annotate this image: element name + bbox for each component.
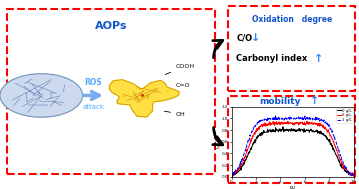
- Legend: 0 g/L, 6 g/L, 1 g/L: 0 g/L, 6 g/L, 1 g/L: [336, 108, 353, 123]
- 0 g/L: [244, 157, 249, 159]
- 0 g/L: [281, 126, 285, 128]
- Polygon shape: [109, 80, 179, 117]
- 6 g/L: [278, 122, 282, 124]
- 0 g/L: [351, 174, 356, 176]
- 0 g/L: [270, 130, 274, 132]
- 6 g/L: [318, 122, 322, 124]
- 6 g/L: [318, 124, 323, 126]
- Text: C=O: C=O: [166, 84, 191, 91]
- Text: ROS: ROS: [84, 78, 102, 87]
- 0 g/L: [318, 130, 322, 133]
- 1 g/L: [244, 146, 248, 149]
- 1 g/L: [278, 118, 282, 120]
- 6 g/L: [286, 120, 290, 122]
- Y-axis label: C/C0: C/C0: [215, 136, 220, 147]
- Text: attack: attack: [82, 104, 104, 110]
- Line: 0 g/L: 0 g/L: [232, 127, 354, 177]
- 0 g/L: [319, 130, 323, 132]
- Bar: [228, 6, 355, 91]
- 6 g/L: [269, 122, 274, 125]
- Bar: [228, 96, 355, 183]
- Text: COOH: COOH: [165, 64, 195, 74]
- 0 g/L: [230, 176, 234, 178]
- Text: Carbonyl index: Carbonyl index: [236, 54, 307, 64]
- X-axis label: PV: PV: [289, 186, 296, 189]
- 6 g/L: [229, 174, 234, 177]
- 1 g/L: [350, 175, 354, 177]
- Text: OH: OH: [164, 111, 186, 117]
- Text: ↓: ↓: [251, 33, 261, 43]
- Text: ↑: ↑: [309, 97, 319, 106]
- 1 g/L: [351, 174, 356, 176]
- 1 g/L: [307, 118, 311, 120]
- Text: ↑: ↑: [313, 54, 323, 64]
- 0 g/L: [307, 129, 311, 131]
- Line: 6 g/L: 6 g/L: [232, 121, 354, 176]
- Bar: [7, 9, 215, 174]
- Text: Oxidation   degree: Oxidation degree: [252, 15, 333, 24]
- 0 g/L: [229, 174, 234, 177]
- 1 g/L: [269, 118, 274, 120]
- 6 g/L: [307, 123, 311, 125]
- 1 g/L: [229, 174, 234, 176]
- 1 g/L: [274, 115, 278, 117]
- 0 g/L: [278, 129, 282, 132]
- 1 g/L: [318, 120, 322, 122]
- Text: C/O: C/O: [236, 34, 252, 43]
- Text: AOPs: AOPs: [95, 21, 127, 30]
- 6 g/L: [244, 152, 248, 155]
- Text: mobility: mobility: [259, 97, 301, 106]
- Circle shape: [0, 74, 83, 117]
- 6 g/L: [351, 175, 356, 177]
- Line: 1 g/L: 1 g/L: [232, 116, 354, 176]
- 1 g/L: [318, 118, 323, 120]
